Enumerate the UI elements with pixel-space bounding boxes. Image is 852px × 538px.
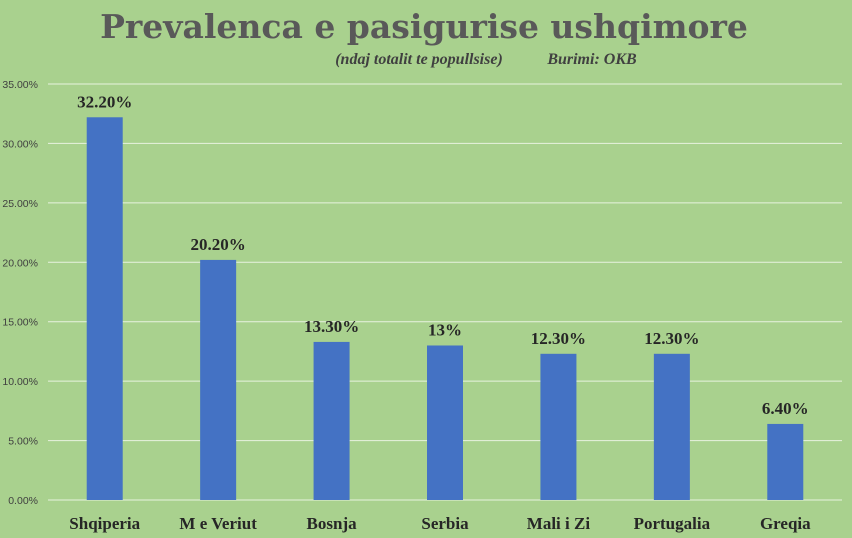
- y-tick-label: 5.00%: [8, 436, 38, 448]
- data-label: 12.30%: [644, 329, 699, 348]
- x-tick-label: Serbia: [421, 514, 469, 533]
- y-tick-label: 25.00%: [2, 198, 38, 210]
- chart-subtitle: (ndaj totalit te popullsise): [335, 51, 503, 68]
- bar-bosnja: [313, 341, 350, 500]
- x-tick-label: M e Veriut: [179, 514, 257, 533]
- bar-serbia: [427, 345, 463, 500]
- bar-greqia: [767, 423, 804, 500]
- y-tick-label: 20.00%: [2, 257, 38, 269]
- data-label: 32.20%: [77, 92, 132, 111]
- bar-m-e-veriut: [200, 259, 237, 500]
- data-label: 13.30%: [304, 317, 359, 336]
- bars: [86, 117, 804, 500]
- bar-portugalia: [653, 353, 690, 500]
- x-axis-ticks: Shqiperia M e Veriut Bosnja Serbia Mali i Zi…: [69, 514, 811, 533]
- x-tick-label: Portugalia: [634, 514, 711, 533]
- chart-source: Burimi: OKB: [546, 51, 637, 68]
- bar-mali-i-zi: [540, 353, 577, 500]
- y-tick-label: 30.00%: [2, 138, 38, 150]
- y-tick-label: 35.00%: [2, 79, 38, 91]
- data-label: 20.20%: [191, 235, 246, 254]
- y-axis-ticks: 0.00% 5.00% 10.00% 15.00% 20.00% 25.00% 30.00%…: [2, 79, 38, 507]
- data-label: 12.30%: [531, 329, 586, 348]
- y-tick-label: 15.00%: [2, 317, 38, 329]
- x-tick-label: Shqiperia: [69, 514, 140, 533]
- data-label: 6.40%: [762, 399, 809, 418]
- y-tick-label: 0.00%: [8, 495, 38, 507]
- x-tick-label: Greqia: [760, 514, 811, 533]
- chart-title: Prevalenca e pasigurise ushqimore: [100, 7, 748, 46]
- x-tick-label: Mali i Zi: [527, 514, 591, 533]
- x-tick-label: Bosnja: [307, 514, 358, 533]
- bar-shqiperia: [86, 117, 123, 500]
- data-labels: 32.20% 20.20% 13.30% 13% 12.30% 12.30% 6.40%: [77, 92, 809, 418]
- data-label: 13%: [428, 320, 462, 339]
- y-tick-label: 10.00%: [2, 376, 38, 388]
